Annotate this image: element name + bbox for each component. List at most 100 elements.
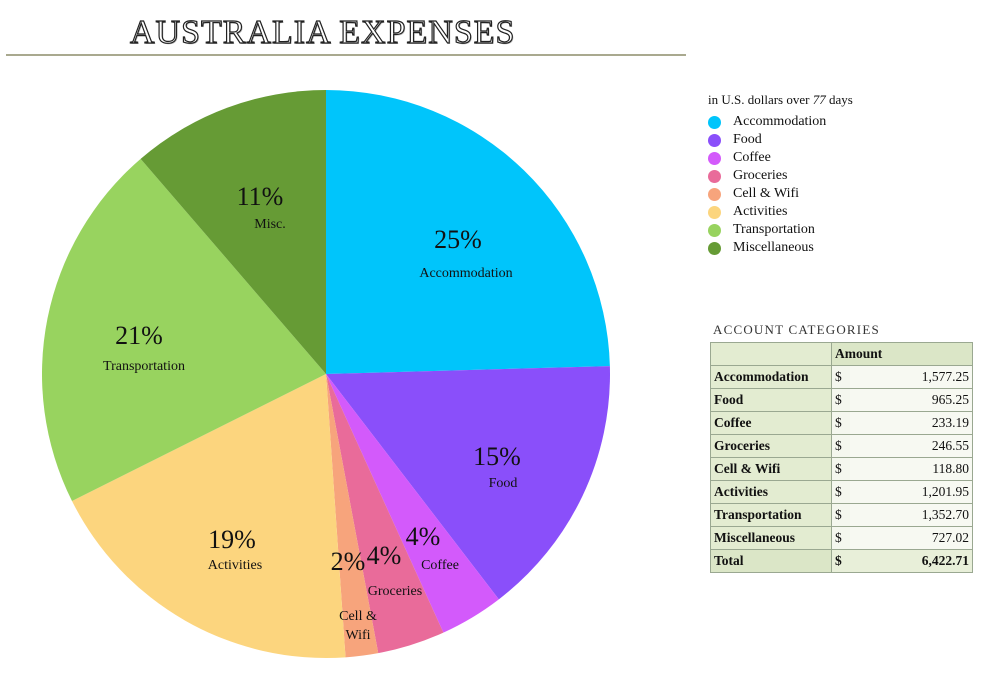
pie-slice-miscellaneous — [140, 90, 326, 374]
legend-label: Food — [733, 132, 762, 147]
amount-cell: 233.19 — [850, 411, 973, 435]
legend: in U.S. dollars over 77 days Accommodati… — [708, 92, 853, 257]
category-cell: Coffee — [710, 411, 832, 435]
legend-item-transportation: Transportation — [708, 221, 853, 239]
table-row: Accommodation $1,577.25 — [710, 365, 973, 389]
pie-slice-groceries — [326, 374, 444, 654]
currency-cell: $ — [831, 549, 850, 573]
table-row: Cell & Wifi $118.80 — [710, 457, 973, 481]
pct-label-groceries: 4% — [367, 541, 402, 570]
legend-label: Cell & Wifi — [733, 186, 800, 201]
legend-swatch — [708, 133, 721, 147]
amount-cell: 118.80 — [850, 457, 973, 481]
legend-label: Activities — [733, 204, 788, 219]
legend-item-accommodation: Accommodation — [708, 113, 853, 131]
page-title: AUSTRALIA EXPENSES — [129, 13, 516, 51]
legend-item-activities: Activities — [708, 203, 853, 221]
table-row: Coffee $233.19 — [710, 411, 973, 435]
category-cell: Groceries — [710, 434, 832, 458]
total-label-cell: Total — [710, 549, 832, 573]
slice-label-coffee: Coffee — [421, 558, 459, 573]
account-categories-table: ACCOUNT CATEGORIES Amount Accommodation $… — [710, 322, 973, 573]
legend-item-miscellaneous: Miscellaneous — [708, 239, 853, 257]
currency-cell: $ — [831, 503, 850, 527]
amount-cell: 727.02 — [850, 526, 973, 550]
legend-swatch — [708, 223, 721, 237]
legend-caption: in U.S. dollars over 77 days — [708, 92, 853, 108]
legend-caption-days: 77 — [812, 92, 826, 107]
legend-items: Accommodation Food Coffee Groceries Cell & W… — [708, 113, 853, 257]
legend-swatch — [708, 205, 721, 219]
legend-item-cell-wifi: Cell & Wifi — [708, 185, 853, 203]
legend-caption-prefix: in U.S. dollars over — [708, 92, 813, 107]
amount-header: Amount — [831, 342, 973, 366]
category-cell: Transportation — [710, 503, 832, 527]
legend-label: Miscellaneous — [733, 240, 814, 255]
legend-swatch — [708, 169, 721, 183]
currency-cell: $ — [831, 365, 850, 389]
pie-slice-accommodation — [326, 90, 610, 374]
slice-label-food: Food — [489, 476, 518, 491]
table-header-row: Amount — [710, 342, 973, 366]
currency-cell: $ — [831, 526, 850, 550]
table-corner-cell — [710, 342, 832, 366]
pie-slice-cell-wifi — [326, 374, 379, 658]
pie-slice-food — [326, 366, 610, 600]
currency-cell: $ — [831, 388, 850, 412]
legend-label: Groceries — [733, 168, 788, 183]
slice-label-cell-wifi: Cell & Wifi — [339, 609, 377, 643]
legend-item-coffee: Coffee — [708, 149, 853, 167]
legend-swatch — [708, 187, 721, 201]
slice-label-miscellaneous: Misc. — [254, 217, 286, 232]
pct-label-coffee: 4% — [406, 522, 441, 551]
slice-label-activities: Activities — [208, 558, 262, 573]
category-cell: Food — [710, 388, 832, 412]
amount-cell: 246.55 — [850, 434, 973, 458]
legend-item-groceries: Groceries — [708, 167, 853, 185]
amount-cell: 1,352.70 — [850, 503, 973, 527]
legend-swatch — [708, 151, 721, 165]
legend-swatch — [708, 241, 721, 255]
table-row: Activities $1,201.95 — [710, 480, 973, 504]
amount-cell: 965.25 — [850, 388, 973, 412]
table-row: Transportation $1,352.70 — [710, 503, 973, 527]
slice-label-accommodation: Accommodation — [419, 266, 512, 281]
table-caption: ACCOUNT CATEGORIES — [713, 322, 880, 337]
pie-slice-coffee — [326, 374, 499, 633]
currency-cell: $ — [831, 434, 850, 458]
pie-chart: 25% Accommodation 15% Food 4% Coffee 4% Groceri… — [41, 90, 610, 659]
legend-label: Coffee — [733, 150, 771, 165]
expenses-table: Amount Accommodation $1,577.25 Food $965.25… — [710, 342, 973, 573]
table-total-row: Total $6,422.71 — [710, 549, 973, 573]
amount-cell: 1,577.25 — [850, 365, 973, 389]
legend-item-food: Food — [708, 131, 853, 149]
table-row: Groceries $246.55 — [710, 434, 973, 458]
category-cell: Activities — [710, 480, 832, 504]
pct-label-activities: 19% — [208, 525, 256, 554]
slice-label-groceries: Groceries — [368, 584, 422, 599]
legend-label: Transportation — [733, 222, 815, 237]
legend-caption-suffix: days — [825, 92, 853, 107]
currency-cell: $ — [831, 480, 850, 504]
table-row: Miscellaneous $727.02 — [710, 526, 973, 550]
pie-slice-activities — [71, 374, 346, 659]
pie-slice-transportation — [41, 158, 327, 502]
total-amount-cell: 6,422.71 — [850, 549, 973, 573]
pct-label-accommodation: 25% — [434, 225, 482, 254]
category-cell: Cell & Wifi — [710, 457, 832, 481]
legend-swatch — [708, 115, 721, 129]
currency-cell: $ — [831, 411, 850, 435]
table-body: Accommodation $1,577.25 Food $965.25 Coffee $… — [710, 365, 973, 573]
category-cell: Accommodation — [710, 365, 832, 389]
category-cell: Miscellaneous — [710, 526, 832, 550]
currency-cell: $ — [831, 457, 850, 481]
pct-label-cell-wifi: 2% — [331, 547, 366, 576]
pct-label-miscellaneous: 11% — [237, 182, 284, 211]
pct-label-transportation: 21% — [115, 321, 163, 350]
slice-label-transportation: Transportation — [103, 359, 185, 374]
pct-label-food: 15% — [473, 442, 521, 471]
table-row: Food $965.25 — [710, 388, 973, 412]
legend-label: Accommodation — [733, 114, 827, 129]
amount-cell: 1,201.95 — [850, 480, 973, 504]
title-underline — [6, 54, 686, 56]
